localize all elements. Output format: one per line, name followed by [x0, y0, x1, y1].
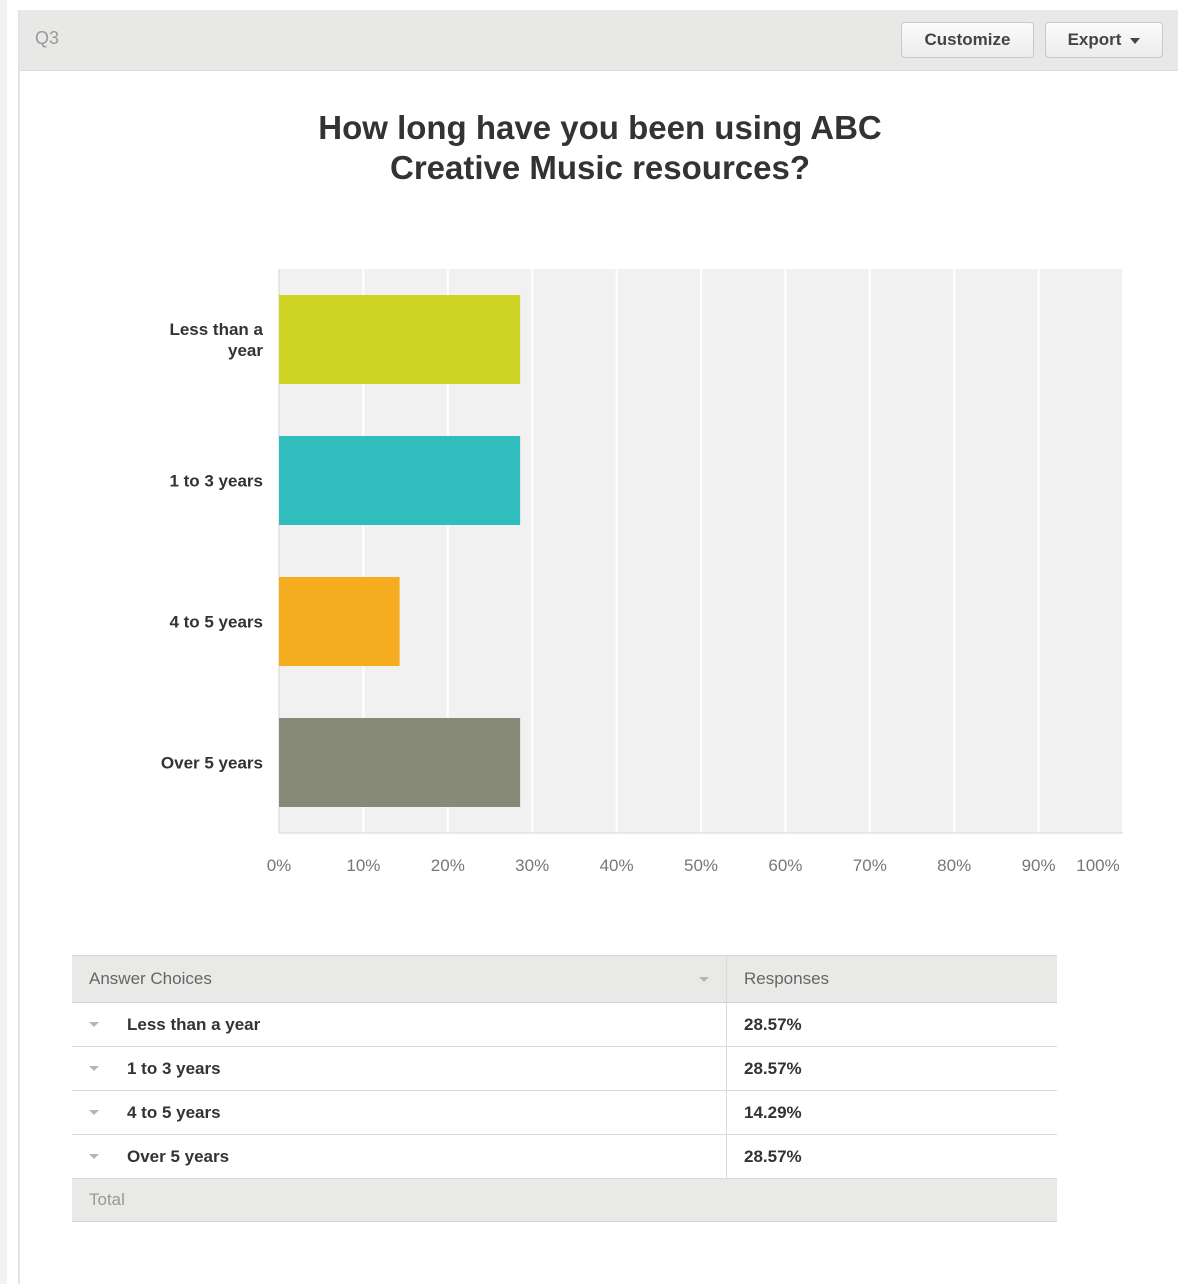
bar: [279, 295, 521, 384]
category-label: year: [228, 341, 263, 360]
bar: [279, 577, 400, 666]
x-tick-label: 60%: [768, 856, 802, 875]
export-button-label: Export: [1067, 30, 1122, 49]
answer-choice-label: 4 to 5 years: [127, 1102, 221, 1122]
answer-choice-label: 1 to 3 years: [127, 1058, 221, 1078]
x-tick-label: 0%: [267, 856, 292, 875]
response-value: 14.29%: [726, 1090, 1057, 1135]
chart-title-line-1: How long have you been using ABC: [318, 109, 882, 146]
x-tick-label: 10%: [346, 856, 380, 875]
page-left-margin: [0, 0, 7, 1284]
x-tick-label: 90%: [1022, 856, 1056, 875]
total-label: Total: [72, 1178, 727, 1222]
category-label: Over 5 years: [161, 754, 263, 773]
export-button[interactable]: Export: [1045, 22, 1163, 58]
x-tick-label: 100%: [1076, 856, 1119, 875]
answer-choice-cell: Less than a year: [72, 1002, 727, 1047]
x-tick-label: 30%: [515, 856, 549, 875]
question-number: Q3: [35, 28, 60, 48]
answer-choice-label: Over 5 years: [127, 1146, 230, 1166]
response-value: 28.57%: [726, 1046, 1057, 1091]
table-row: Less than a year 28.57%: [72, 1002, 1057, 1047]
response-value: 28.57%: [726, 1002, 1057, 1047]
table-header-row: Answer Choices Responses: [72, 955, 1057, 1003]
expand-chevron-icon[interactable]: [89, 1109, 99, 1115]
bar: [279, 718, 521, 807]
table-row: Over 5 years 28.57%: [72, 1134, 1057, 1179]
total-value: [726, 1178, 1057, 1222]
responses-header-label: Responses: [744, 969, 830, 988]
answer-choice-cell: Over 5 years: [72, 1134, 727, 1179]
x-tick-label: 70%: [853, 856, 887, 875]
response-value: 28.57%: [726, 1134, 1057, 1179]
answer-choices-header[interactable]: Answer Choices: [72, 955, 727, 1003]
chart-title: How long have you been using ABC Creativ…: [200, 108, 1000, 188]
chevron-down-icon: [1130, 38, 1141, 44]
sort-chevron-icon[interactable]: [699, 977, 709, 982]
table-row: 4 to 5 years 14.29%: [72, 1090, 1057, 1135]
total-row: Total: [72, 1178, 1057, 1222]
bar-chart: 0% 10% 20% 30% 40% 50% 60% 70% 80% 90% 100% Less th…: [161, 269, 1124, 875]
responses-header: Responses: [726, 955, 1057, 1003]
category-label: Less than a: [169, 320, 263, 339]
answer-choice-cell: 4 to 5 years: [72, 1090, 727, 1135]
page-left-gutter: [7, 0, 18, 1284]
panel-border: [18, 10, 20, 1284]
x-tick-label: 80%: [937, 856, 971, 875]
chart-title-line-2: Creative Music resources?: [389, 149, 811, 186]
expand-chevron-icon[interactable]: [89, 1065, 99, 1071]
answer-choice-cell: 1 to 3 years: [72, 1046, 727, 1091]
table-row: 1 to 3 years 28.57%: [72, 1046, 1057, 1091]
expand-chevron-icon[interactable]: [89, 1153, 99, 1159]
category-label: 1 to 3 years: [169, 472, 263, 491]
answer-choice-label: Less than a year: [127, 1014, 261, 1034]
customize-button-label: Customize: [924, 30, 1011, 49]
question-header: Q3 Customize Export: [20, 10, 1178, 71]
answer-choices-header-label: Answer Choices: [89, 969, 212, 988]
expand-chevron-icon[interactable]: [89, 1021, 99, 1027]
category-label: 4 to 5 years: [169, 613, 263, 632]
customize-button[interactable]: Customize: [901, 22, 1034, 58]
x-tick-label: 50%: [684, 856, 718, 875]
answer-table: Answer Choices Responses Less than a yea…: [72, 955, 1057, 1222]
x-tick-label: 40%: [600, 856, 634, 875]
x-tick-label: 20%: [431, 856, 465, 875]
bar: [279, 436, 521, 525]
